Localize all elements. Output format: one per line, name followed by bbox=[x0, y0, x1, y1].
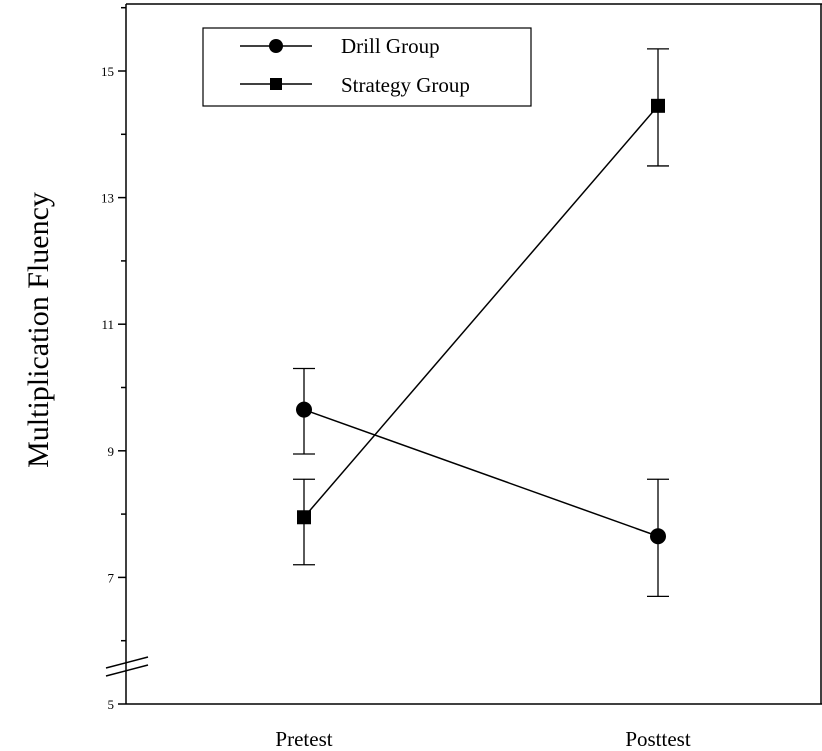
y-tick-label: 7 bbox=[108, 570, 115, 585]
legend-marker-circle bbox=[269, 39, 283, 53]
axis-break-mark-1 bbox=[105, 656, 149, 669]
axis-break-mark-2 bbox=[105, 664, 149, 677]
series-line-drill bbox=[303, 408, 659, 537]
data-point-drill bbox=[296, 401, 312, 418]
series-layer bbox=[293, 48, 669, 598]
legend-box bbox=[202, 27, 532, 107]
y-ticks: 5 7 9 11 13 15 bbox=[101, 6, 126, 712]
data-point-drill bbox=[650, 528, 666, 545]
legend-marker-square bbox=[270, 78, 282, 90]
y-tick-label: 9 bbox=[108, 444, 115, 459]
legend-label-strategy: Strategy Group bbox=[341, 73, 470, 97]
legend-label-drill: Drill Group bbox=[341, 34, 440, 58]
series-line-strategy bbox=[303, 105, 659, 518]
x-tick-label-posttest: Posttest bbox=[625, 727, 691, 751]
y-tick-label: 15 bbox=[101, 64, 114, 79]
x-tick-label-pretest: Pretest bbox=[275, 727, 332, 751]
y-tick-label: 11 bbox=[101, 317, 114, 332]
y-tick-label: 13 bbox=[101, 191, 114, 206]
legend: Drill Group Strategy Group bbox=[202, 27, 532, 107]
y-axis-label: Multiplication Fluency bbox=[22, 192, 55, 468]
y-tick-label: 5 bbox=[108, 697, 115, 712]
data-point-strategy bbox=[297, 510, 311, 525]
data-point-strategy bbox=[651, 98, 665, 113]
